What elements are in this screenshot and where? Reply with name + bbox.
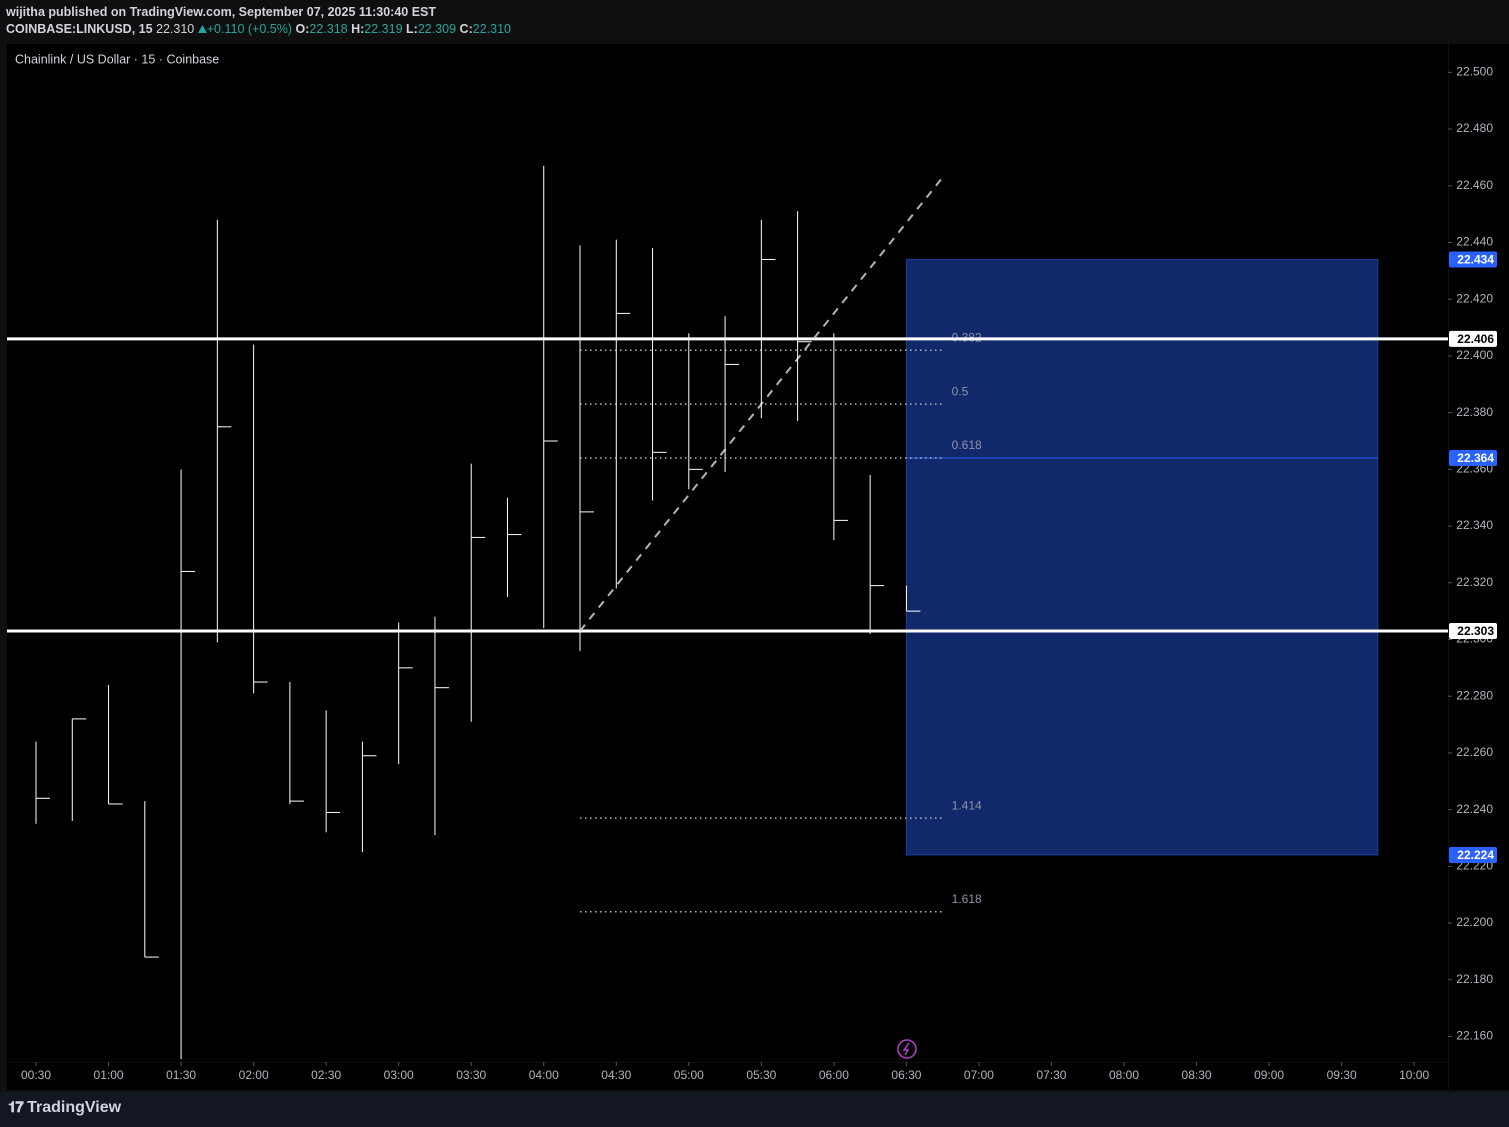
x-tick-label: 06:00 <box>819 1068 849 1082</box>
brand: 𝟏𝟕 TradingView <box>8 1099 121 1117</box>
y-tick-label: 22.440 <box>1456 235 1493 249</box>
price-badge-label: 22.406 <box>1457 332 1494 346</box>
target-box <box>905 259 1379 856</box>
symbol: COINBASE:LINKUSD, 15 <box>6 22 153 36</box>
y-tick-label: 22.260 <box>1456 745 1493 759</box>
y-tick-label: 22.460 <box>1456 178 1493 192</box>
fib-label: 1.618 <box>952 892 982 906</box>
x-tick-label: 07:00 <box>964 1068 994 1082</box>
y-tick-label: 22.380 <box>1456 405 1493 419</box>
x-tick-label: 01:00 <box>94 1068 124 1082</box>
fib-label: 0.618 <box>952 438 982 452</box>
fib-label: 0.5 <box>952 384 969 398</box>
price-badge <box>1449 622 1497 639</box>
ohlc-label: H: <box>351 22 365 36</box>
x-tick-label: 05:00 <box>674 1068 704 1082</box>
ohlc-label: L: <box>406 22 418 36</box>
chart-title: Chainlink / US Dollar · 15 · Coinbase <box>15 52 219 66</box>
x-tick-label: 03:30 <box>456 1068 486 1082</box>
y-tick-label: 22.180 <box>1456 972 1493 986</box>
chart: Chainlink / US Dollar · 15 · Coinbase 22… <box>7 44 1509 1090</box>
y-tick-label: 22.240 <box>1456 802 1493 816</box>
y-tick-label: 22.160 <box>1456 1029 1493 1043</box>
y-tick-label: 22.280 <box>1456 688 1493 702</box>
ohlc-label: C: <box>459 22 473 36</box>
ohlc: O:22.318 H:22.319 L:22.309 C:22.310 <box>295 22 511 36</box>
time-axis-bg <box>7 1063 1448 1090</box>
x-tick-label: 02:30 <box>311 1068 341 1082</box>
footer <box>0 1092 1509 1127</box>
last-price: 22.310 <box>156 22 195 36</box>
price-axis-bg <box>1449 44 1509 1090</box>
x-tick-label: 06:30 <box>891 1068 921 1082</box>
plot-bg <box>7 44 1448 1062</box>
author-line: wijitha published on TradingView.com, Se… <box>6 4 511 21</box>
x-tick-label: 10:00 <box>1399 1068 1429 1082</box>
y-tick-label: 22.480 <box>1456 121 1493 135</box>
header: wijitha published on TradingView.com, Se… <box>6 4 511 38</box>
ohlc-value: 22.319 <box>364 22 403 36</box>
brand-icon: 𝟏𝟕 <box>8 1099 24 1116</box>
y-tick-label: 22.420 <box>1456 291 1493 305</box>
y-tick-label: 22.400 <box>1456 348 1493 362</box>
x-tick-label: 01:30 <box>166 1068 196 1082</box>
x-tick-label: 02:00 <box>239 1068 269 1082</box>
y-tick-label: 22.200 <box>1456 915 1493 929</box>
price-badge <box>1449 330 1497 347</box>
x-tick-label: 03:00 <box>384 1068 414 1082</box>
ohlc-value: 22.309 <box>417 22 457 36</box>
y-tick-label: 22.320 <box>1456 575 1493 589</box>
y-tick-label: 22.340 <box>1456 518 1493 532</box>
price-badge-label: 22.303 <box>1457 624 1494 638</box>
ohlc-label: O: <box>295 22 310 36</box>
lightning-icon <box>897 1039 917 1059</box>
x-tick-label: 07:30 <box>1036 1068 1066 1082</box>
x-tick-label: 08:00 <box>1109 1068 1139 1082</box>
author-text: wijitha published on TradingView.com, Se… <box>6 5 437 19</box>
ohlc-value: 22.310 <box>472 22 511 36</box>
x-tick-label: 08:30 <box>1182 1068 1212 1082</box>
fib-label: 1.414 <box>952 798 982 812</box>
price-badge <box>1449 251 1497 268</box>
price-badge <box>1449 450 1497 467</box>
up-arrow <box>197 25 207 33</box>
price-badge-label: 22.364 <box>1457 451 1494 465</box>
x-tick-label: 09:00 <box>1254 1068 1284 1082</box>
x-tick-label: 04:30 <box>601 1068 631 1082</box>
x-tick-label: 00:30 <box>21 1068 51 1082</box>
ohlc-value: 22.318 <box>309 22 348 36</box>
price-badge-label: 22.434 <box>1457 253 1494 267</box>
x-tick-label: 09:30 <box>1327 1068 1357 1082</box>
price-badge-label: 22.224 <box>1457 848 1494 862</box>
change: +0.110 (+0.5%) <box>206 22 292 36</box>
y-tick-label: 22.500 <box>1456 65 1493 79</box>
price-badge <box>1449 846 1497 863</box>
x-tick-label: 04:00 <box>529 1068 559 1082</box>
brand-text: TradingView <box>27 1099 122 1116</box>
symbol-line: COINBASE:LINKUSD, 15 22.310 +0.110 (+0.5… <box>6 21 511 38</box>
x-tick-label: 05:30 <box>746 1068 776 1082</box>
